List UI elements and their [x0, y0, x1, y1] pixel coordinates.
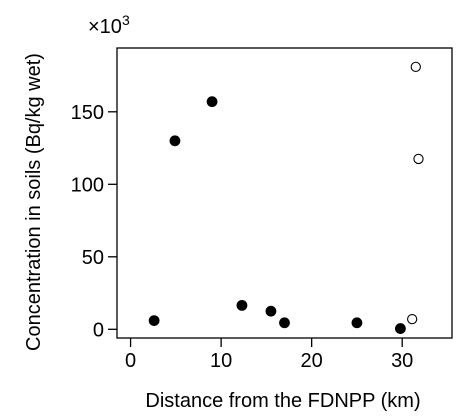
data-point-open — [413, 153, 424, 165]
data-point-filled — [206, 96, 218, 108]
data-point-filled — [265, 305, 277, 317]
x-tick-label: 20 — [301, 350, 323, 372]
x-axis: 0 10 20 30 — [125, 338, 413, 372]
y-axis: 0 50 100 150 — [71, 102, 117, 341]
data-point-filled — [169, 135, 181, 147]
y-scale-prefix: ×10 — [88, 16, 122, 38]
data-point-filled — [279, 317, 290, 329]
data-point-filled — [236, 299, 248, 311]
data-point-open — [410, 61, 421, 72]
y-tick-label: 100 — [71, 174, 104, 196]
data-point-filled — [148, 315, 160, 327]
y-axis-label: Concentration in soils (Bq/kg wet) — [23, 53, 45, 351]
x-tick-label: 10 — [210, 350, 232, 372]
x-tick-label: 0 — [125, 350, 136, 372]
data-point-open — [407, 313, 418, 325]
y-tick-label: 150 — [71, 102, 104, 124]
x-tick-label: 30 — [391, 350, 413, 372]
y-scale-exponent: 3 — [122, 12, 130, 28]
data-points — [148, 61, 424, 334]
x-axis-label: Distance from the FDNPP (km) — [145, 390, 420, 412]
y-tick-label: 50 — [82, 247, 104, 269]
y-tick-label: 0 — [93, 319, 104, 341]
plot-frame — [116, 47, 453, 339]
data-point-filled — [394, 323, 406, 334]
data-point-filled — [351, 317, 363, 329]
y-scale-label: ×103 — [88, 12, 130, 38]
